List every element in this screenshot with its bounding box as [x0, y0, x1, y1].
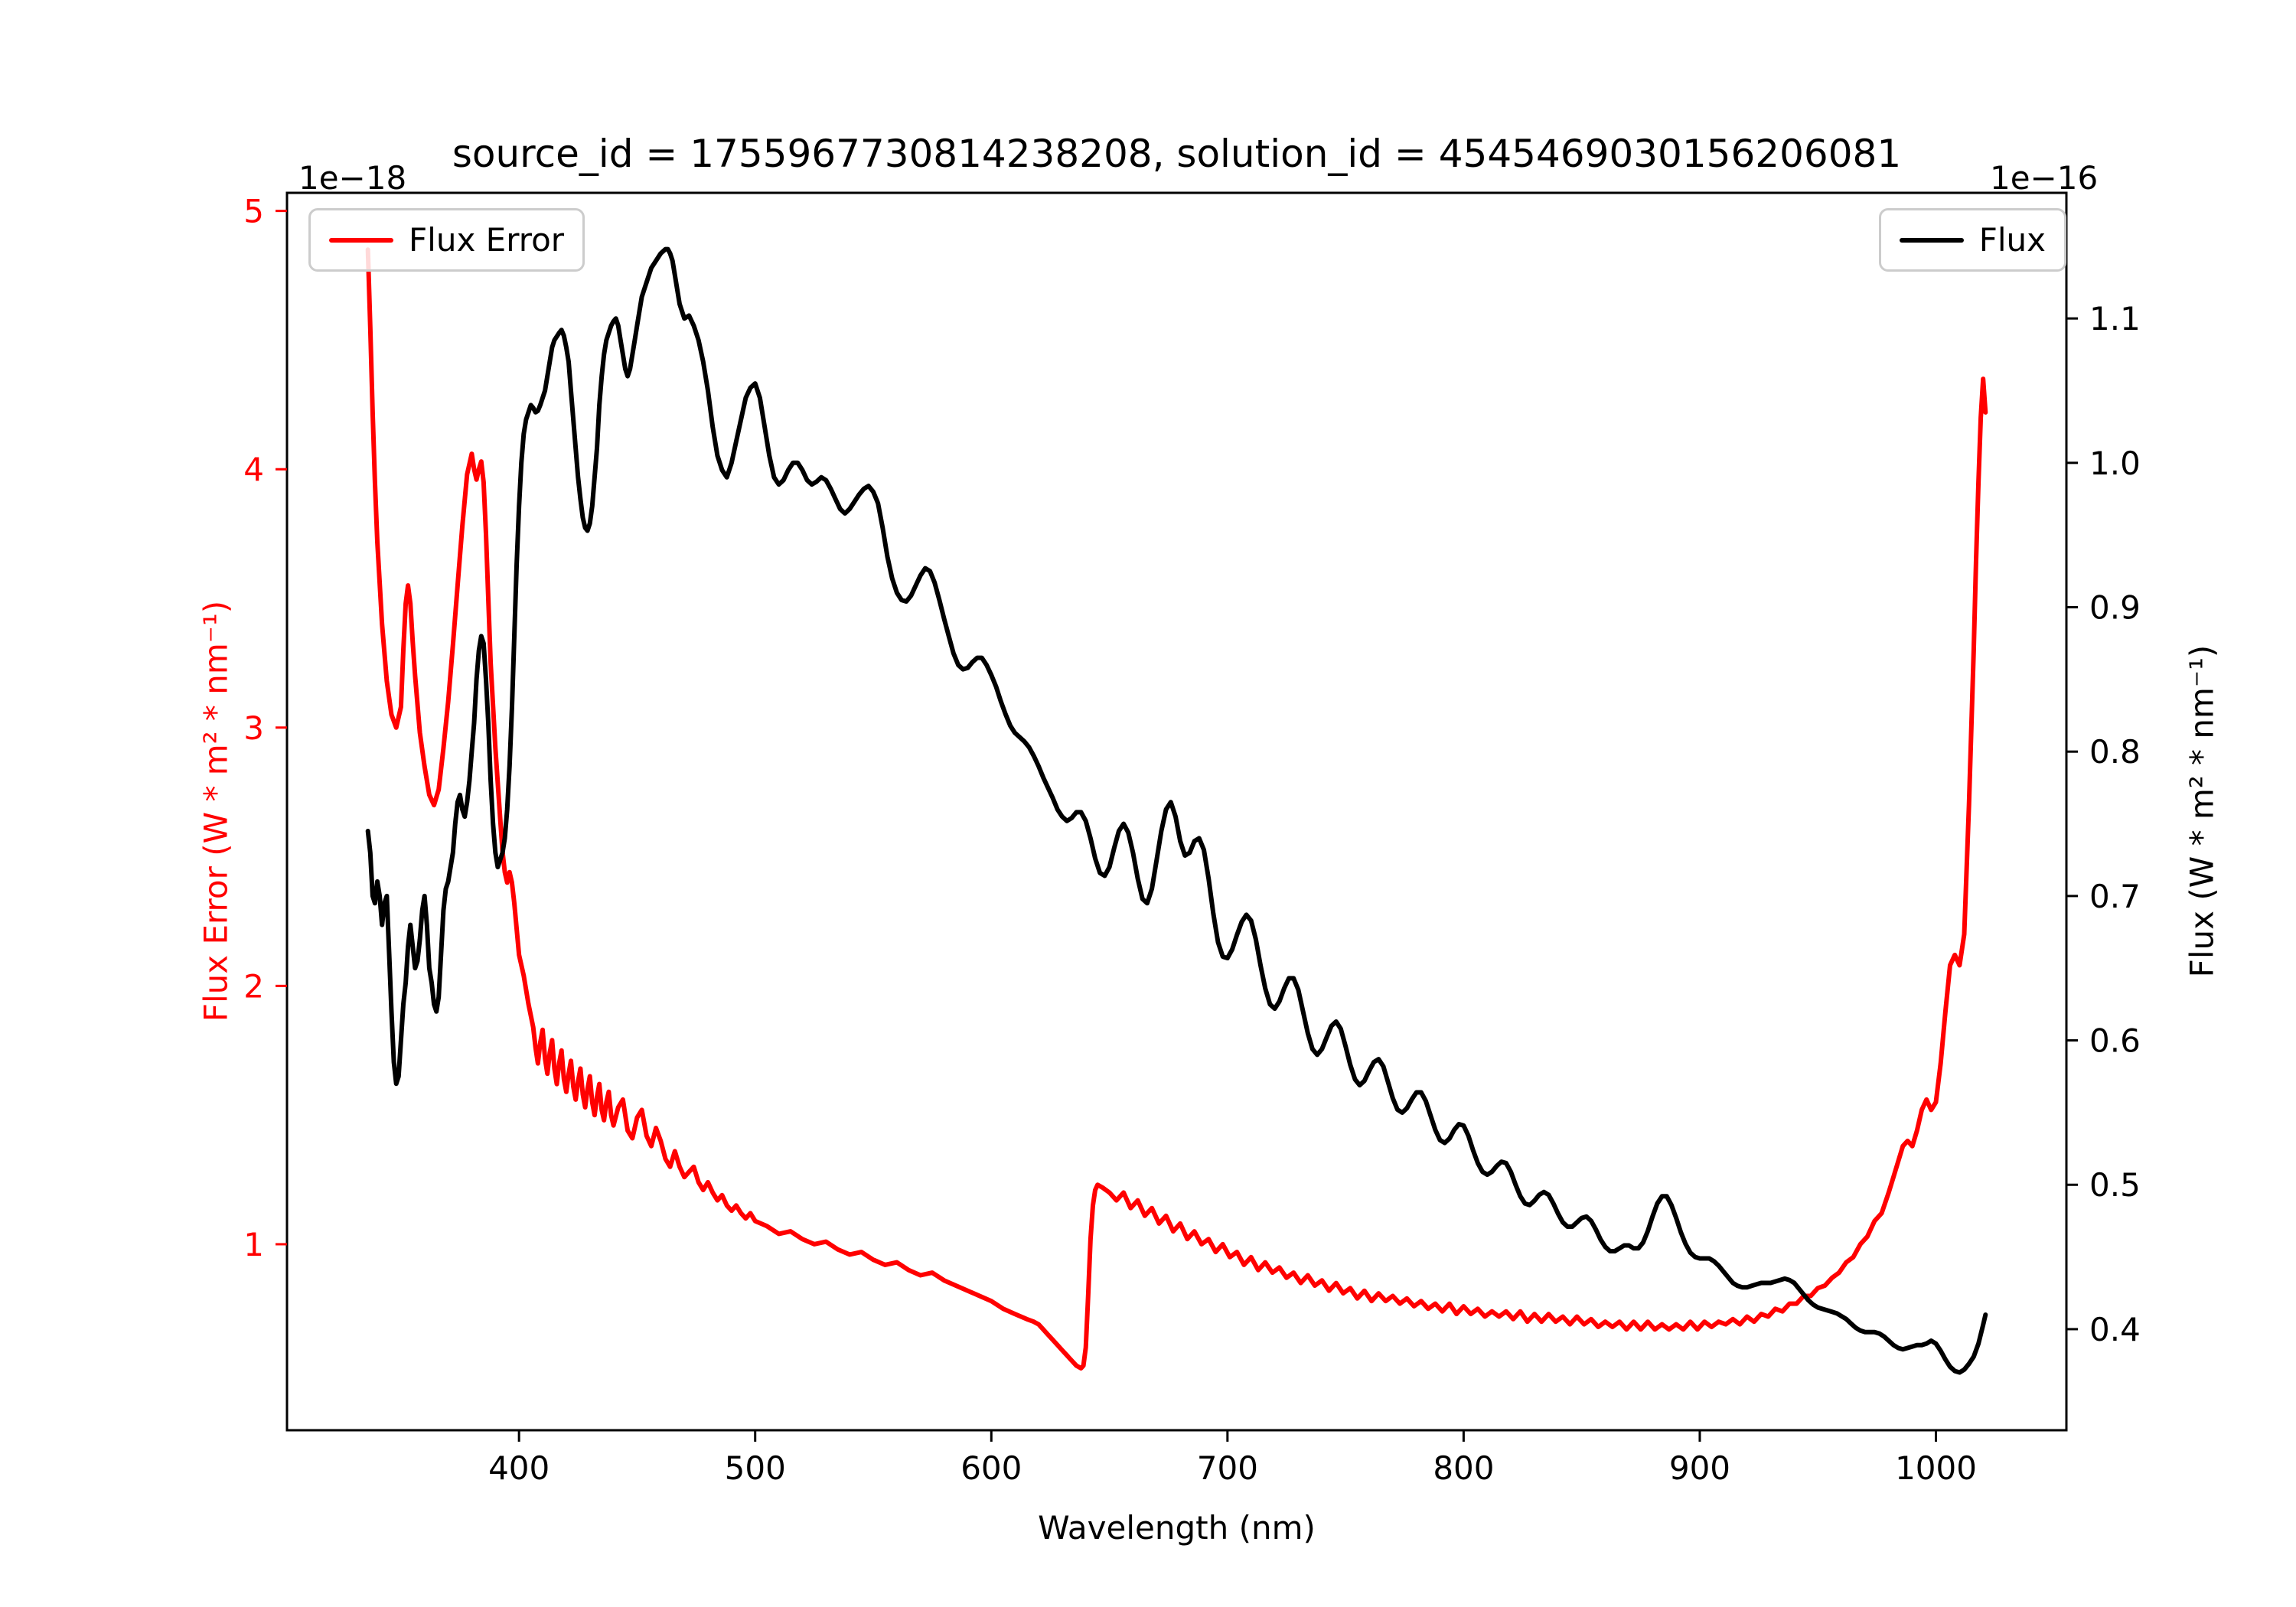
x-tick-label: 1000 — [1895, 1449, 1977, 1487]
y-right-tick-label: 0.5 — [2089, 1166, 2141, 1204]
legend-flux-error: Flux Error — [308, 208, 585, 272]
flux-error-legend-label: Flux Error — [409, 221, 565, 259]
series-flux-error — [365, 247, 1988, 1371]
y-left-tick-label: 3 — [243, 709, 264, 747]
x-tick-label: 600 — [960, 1449, 1022, 1487]
left-axis-offset-text: 1e−18 — [298, 159, 407, 197]
y-right-tick-label: 0.7 — [2089, 878, 2141, 915]
flux-legend-label: Flux — [1978, 221, 2046, 259]
y-left-tick-label: 2 — [243, 967, 264, 1005]
right-axis-label: Flux (W * m² * nm⁻¹) — [2183, 644, 2221, 978]
y-left-tick-label: 5 — [243, 193, 264, 230]
x-tick-label: 800 — [1433, 1449, 1494, 1487]
x-axis-label: Wavelength (nm) — [1038, 1509, 1316, 1547]
x-tick-label: 700 — [1197, 1449, 1258, 1487]
y-right-tick-label: 1.1 — [2089, 300, 2141, 337]
series-flux — [365, 246, 1988, 1375]
legend-flux: Flux — [1878, 208, 2066, 272]
plot-title: source_id = 1755967730814238208, solutio… — [452, 132, 1902, 176]
y-right-tick-label: 0.4 — [2089, 1311, 2141, 1348]
y-right-tick-label: 0.9 — [2089, 589, 2141, 627]
y-right-tick-label: 0.8 — [2089, 733, 2141, 771]
left-axis-label: Flux Error (W * m² * nm⁻¹) — [197, 600, 235, 1022]
flux-error-legend-line-icon — [329, 237, 393, 243]
x-tick-label: 900 — [1669, 1449, 1730, 1487]
y-right-tick-label: 1.0 — [2089, 445, 2141, 482]
y-left-tick-label: 1 — [243, 1226, 264, 1263]
x-tick-label: 500 — [725, 1449, 786, 1487]
right-axis-offset-text: 1e−16 — [1990, 159, 2099, 197]
y-right-tick-label: 0.6 — [2089, 1022, 2141, 1060]
x-tick-label: 400 — [488, 1449, 550, 1487]
axes-frame — [285, 191, 2068, 1432]
flux-legend-line-icon — [1899, 237, 1964, 243]
y-left-tick-label: 4 — [243, 451, 264, 488]
